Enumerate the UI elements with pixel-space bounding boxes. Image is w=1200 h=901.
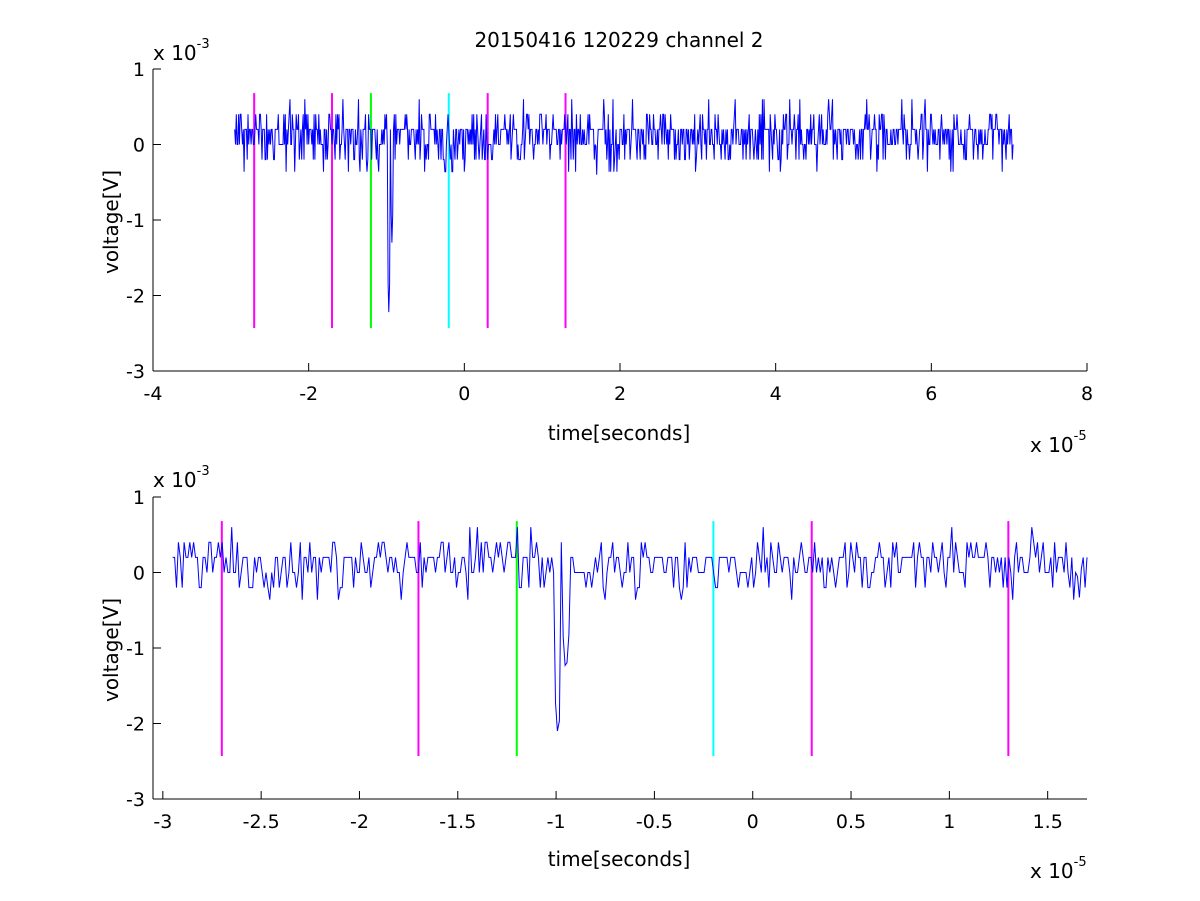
bottom-y-tick-label: -3 bbox=[126, 789, 145, 811]
bottom-x-tick-label: 0 bbox=[747, 811, 759, 833]
bottom-y-multiplier-exponent: -3 bbox=[197, 464, 210, 479]
top-signal-trace bbox=[234, 99, 1014, 313]
bottom-y-multiplier: x 10-3 bbox=[153, 464, 210, 492]
bottom-y-tick-label: 1 bbox=[133, 487, 145, 509]
bottom-signal-line bbox=[172, 527, 1088, 732]
top-x-axis-label: time[seconds] bbox=[548, 421, 691, 445]
bottom-y-tick-label: -2 bbox=[126, 714, 145, 736]
top-x-tick-label: 4 bbox=[770, 383, 782, 405]
bottom-x-tick-label: 1 bbox=[943, 811, 955, 833]
top-subplot: -4 -2 0 2 4 6 810-1-2-3 time[seconds] voltage[… bbox=[99, 37, 1093, 457]
top-x-tick-label: 0 bbox=[458, 383, 470, 405]
bottom-y-tick-label: -1 bbox=[126, 638, 145, 660]
bottom-x-tick-label: 0.5 bbox=[836, 811, 866, 833]
bottom-marker-lines bbox=[220, 521, 1010, 756]
top-y-tick-label: -1 bbox=[126, 210, 145, 232]
top-x-tick-label: 2 bbox=[614, 383, 626, 405]
top-y-multiplier-exponent: -3 bbox=[197, 37, 210, 52]
bottom-x-multiplier: x 10-5 bbox=[1030, 855, 1087, 883]
bottom-x-multiplier-exponent: -5 bbox=[1074, 855, 1087, 870]
top-x-multiplier-exponent: -5 bbox=[1074, 429, 1087, 444]
top-y-tick-label: 0 bbox=[133, 135, 145, 157]
top-axes: -4 -2 0 2 4 6 810-1-2-3 bbox=[126, 59, 1093, 405]
bottom-x-tick-label: -0.5 bbox=[636, 811, 673, 833]
bottom-subplot: -3 -2.5 -2 -1.5 -1 -0.5 0 0.5 1 1.5 1 0 -1 -2 -3 time[… bbox=[99, 464, 1088, 883]
chart-title: 20150416 120229 channel 2 bbox=[474, 28, 763, 52]
top-x-tick-label: 6 bbox=[925, 383, 937, 405]
bottom-y-tick-label: 0 bbox=[133, 563, 145, 585]
top-x-tick-label: 8 bbox=[1081, 383, 1093, 405]
top-y-axis-label: voltage[V] bbox=[99, 170, 123, 274]
top-x-multiplier-base: x 10 bbox=[1030, 433, 1074, 457]
bottom-x-tick-label: -3 bbox=[153, 811, 172, 833]
top-y-multiplier-base: x 10 bbox=[153, 41, 197, 65]
bottom-x-tick-label: -2.5 bbox=[243, 811, 280, 833]
bottom-x-tick-label: -2 bbox=[350, 811, 369, 833]
top-y-tick-label: -2 bbox=[126, 286, 145, 308]
top-signal-line bbox=[234, 99, 1014, 313]
bottom-y-axis-label: voltage[V] bbox=[99, 598, 123, 702]
top-y-tick-label: -3 bbox=[126, 361, 145, 383]
bottom-x-tick-label: -1 bbox=[547, 811, 566, 833]
bottom-x-axis-label: time[seconds] bbox=[548, 847, 691, 871]
bottom-x-tick-label: -1.5 bbox=[439, 811, 476, 833]
bottom-signal-trace bbox=[172, 527, 1088, 732]
bottom-y-multiplier-base: x 10 bbox=[153, 468, 197, 492]
bottom-x-multiplier-base: x 10 bbox=[1030, 859, 1074, 883]
top-y-multiplier: x 10-3 bbox=[153, 37, 210, 65]
top-x-tick-label: -2 bbox=[299, 383, 318, 405]
bottom-axes: -3 -2.5 -2 -1.5 -1 -0.5 0 0.5 1 1.5 1 0 -1 -2 -3 bbox=[126, 487, 1087, 833]
top-y-tick-label: 1 bbox=[133, 59, 145, 81]
top-x-multiplier: x 10-5 bbox=[1030, 429, 1087, 457]
top-x-tick-label: -4 bbox=[144, 383, 163, 405]
bottom-x-tick-label: 1.5 bbox=[1033, 811, 1063, 833]
